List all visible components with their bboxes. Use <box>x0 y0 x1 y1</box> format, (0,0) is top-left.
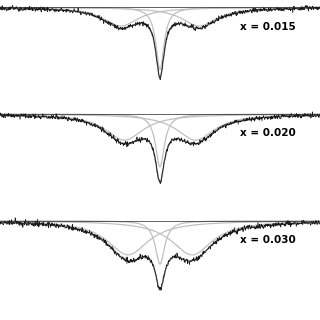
Text: x = 0.020: x = 0.020 <box>240 128 296 138</box>
Text: x = 0.030: x = 0.030 <box>240 235 296 245</box>
Text: x = 0.015: x = 0.015 <box>240 22 296 32</box>
